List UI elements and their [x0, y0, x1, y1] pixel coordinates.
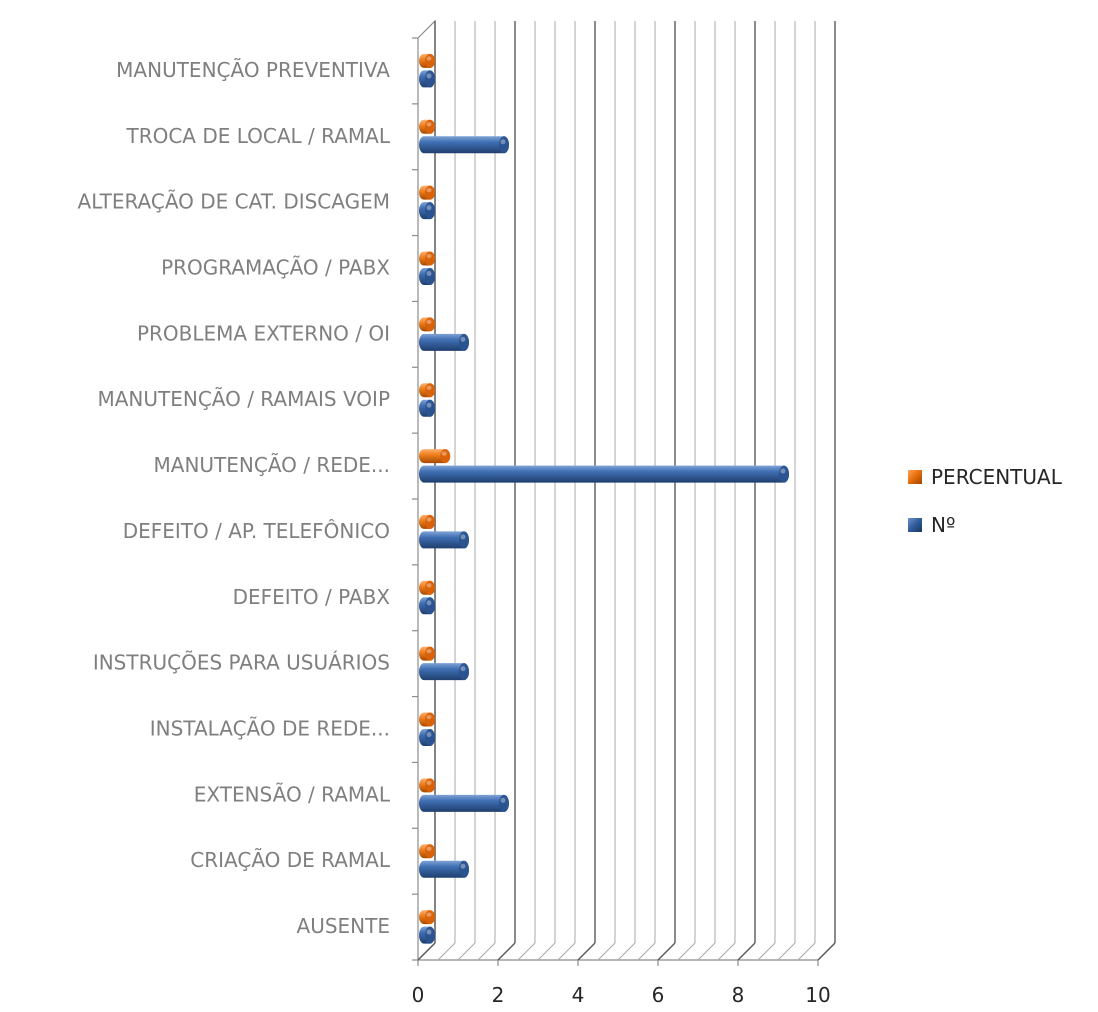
legend-swatch	[908, 518, 922, 532]
minor-gridline	[597, 21, 616, 961]
category-label: ALTERAÇÃO DE CAT. DISCAGEM	[78, 190, 390, 214]
major-gridline	[737, 21, 756, 961]
category-label: MANUTENÇÃO PREVENTIVA	[116, 58, 390, 82]
category-label: PROGRAMAÇÃO / PABX	[161, 256, 390, 280]
bar-percentual	[419, 383, 435, 398]
legend-item: Nº	[908, 513, 955, 537]
bar-percentual	[419, 778, 435, 793]
major-gridline	[577, 21, 596, 961]
bar-count	[419, 531, 469, 549]
gridlines	[417, 21, 836, 961]
category-label: TROCA DE LOCAL / RAMAL	[125, 124, 390, 148]
bar-count	[419, 333, 469, 351]
minor-gridline	[757, 21, 776, 961]
bar-count	[419, 794, 509, 812]
category-label: MANUTENÇÃO / REDE...	[154, 453, 390, 477]
category-label: PROBLEMA EXTERNO / OI	[137, 321, 390, 345]
bar-percentual	[419, 317, 435, 332]
category-label: DEFEITO / PABX	[233, 585, 391, 609]
minor-gridline	[637, 21, 656, 961]
x-tick-label: 6	[652, 983, 665, 1007]
minor-gridline	[557, 21, 576, 961]
bar-percentual	[419, 580, 435, 595]
minor-gridline	[437, 21, 456, 961]
bar-percentual	[418, 53, 435, 68]
bar-count	[419, 136, 509, 154]
bar-count	[419, 663, 469, 681]
category-label: EXTENSÃO / RAMAL	[194, 782, 391, 806]
category-labels: MANUTENÇÃO PREVENTIVA TROCA DE LOCAL / RA…	[78, 58, 391, 938]
x-tick-label: 0	[412, 983, 425, 1007]
minor-gridline	[777, 21, 796, 961]
bar-count	[419, 268, 435, 285]
left-wall	[417, 19, 436, 962]
bars	[418, 53, 789, 944]
x-tick-labels: 0 2 4 6 8 10	[412, 983, 831, 1007]
minor-gridline	[457, 21, 476, 961]
minor-gridline	[797, 21, 816, 961]
minor-gridline	[537, 21, 556, 961]
legend-label: Nº	[931, 513, 955, 537]
minor-gridline	[617, 21, 636, 961]
bar-percentual	[419, 119, 435, 134]
bar-percentual	[419, 844, 435, 859]
category-label: INSTRUÇÕES PARA USUÁRIOS	[93, 651, 390, 675]
legend-item: PERCENTUAL	[908, 465, 1063, 489]
legend-swatch	[908, 470, 922, 484]
category-label: DEFEITO / AP. TELEFÔNICO	[123, 519, 390, 543]
category-label: CRIAÇÃO DE RAMAL	[190, 848, 391, 872]
plot-walls	[417, 19, 836, 962]
bar-count	[419, 399, 435, 417]
minor-gridline	[677, 21, 696, 961]
category-label: INSTALAÇÃO DE REDE...	[150, 717, 390, 741]
x-tick-label: 4	[572, 983, 585, 1007]
legend-label: PERCENTUAL	[931, 465, 1063, 489]
bar-percentual	[419, 185, 435, 200]
bar-percentual	[419, 251, 435, 266]
legend: PERCENTUAL Nº	[908, 465, 1063, 537]
bar-percentual	[419, 646, 435, 661]
bar-percentual	[419, 449, 451, 464]
bar-count	[419, 202, 435, 220]
bar-count	[419, 729, 435, 746]
bar-count	[419, 70, 435, 88]
bar-percentual	[419, 910, 435, 925]
minor-gridline	[717, 21, 736, 961]
bar-percentual	[419, 514, 435, 529]
bar-count	[419, 860, 469, 878]
category-label: AUSENTE	[297, 914, 390, 938]
bar-count	[419, 465, 789, 483]
x-tick-label: 8	[732, 983, 745, 1007]
bar-count	[419, 597, 435, 615]
x-tick-label: 10	[805, 983, 830, 1007]
axes	[412, 37, 819, 966]
minor-gridline	[697, 21, 716, 961]
category-label: MANUTENÇÃO / RAMAIS VOIP	[97, 387, 390, 411]
minor-gridline	[517, 21, 536, 961]
x-tick-label: 2	[492, 983, 505, 1007]
bar-count	[419, 926, 435, 944]
minor-gridline	[477, 21, 496, 961]
bar-percentual	[419, 712, 435, 727]
major-gridline	[657, 21, 676, 961]
major-gridline	[497, 21, 516, 961]
major-gridline	[817, 21, 836, 961]
